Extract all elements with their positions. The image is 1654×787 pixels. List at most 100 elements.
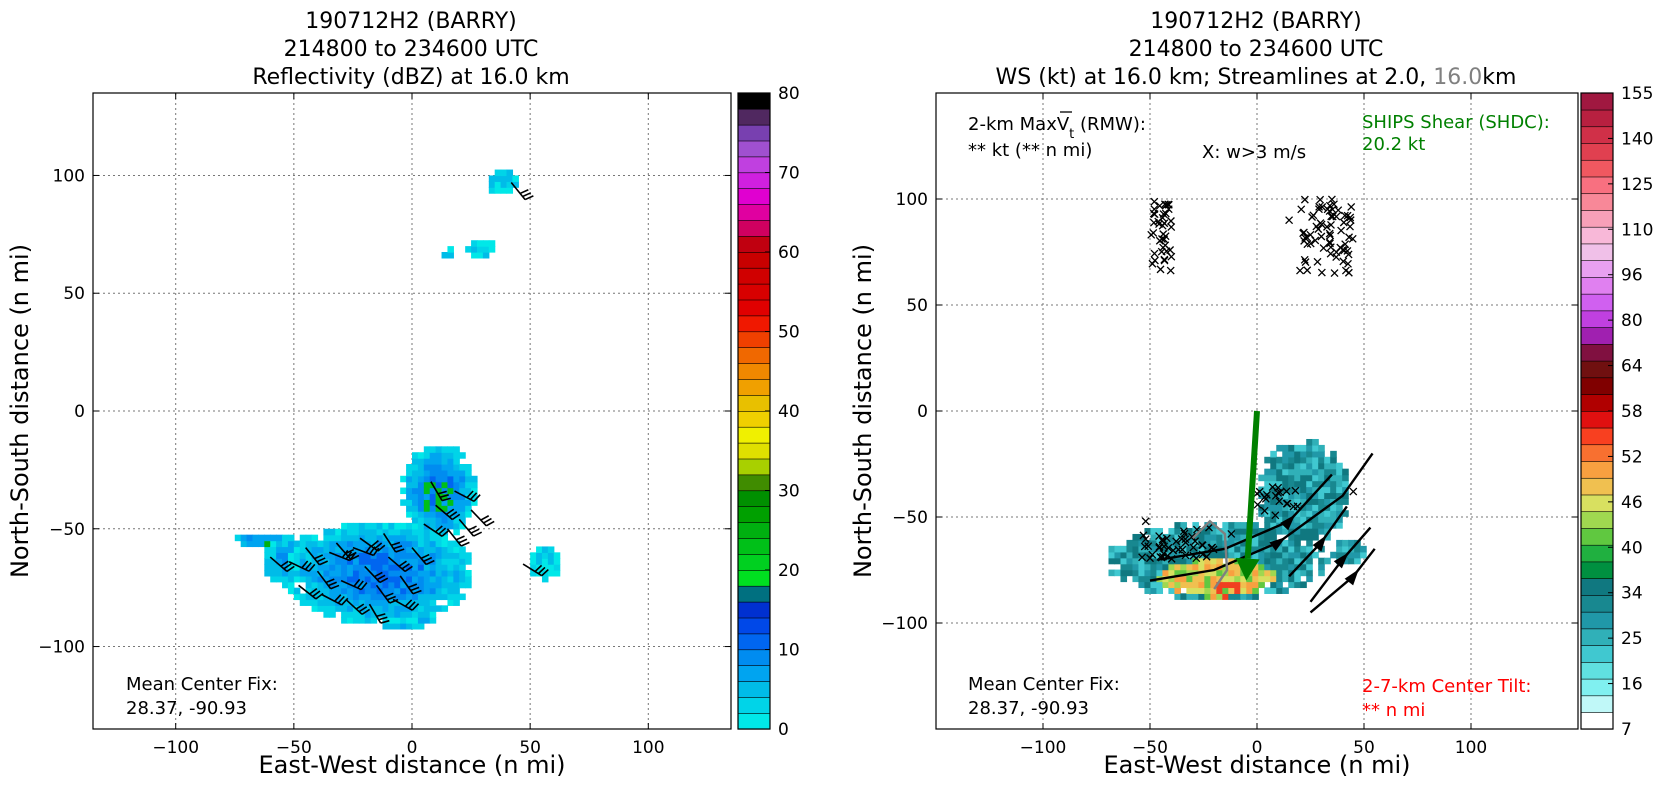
wind-speed-cell — [1318, 528, 1325, 535]
reflectivity-cell — [347, 528, 354, 536]
wind-barb-flag — [411, 603, 420, 611]
w-marker — [1339, 257, 1348, 266]
reflectivity-cell — [488, 246, 496, 253]
wind-speed-cell — [1198, 581, 1205, 589]
reflectivity-cell — [293, 575, 301, 583]
wind-speed-cell — [1318, 474, 1325, 482]
reflectivity-cell — [364, 599, 372, 606]
wind-speed-cell — [1336, 545, 1343, 553]
wind-barb-flag — [337, 595, 345, 604]
reflectivity-cell — [347, 593, 354, 601]
reflectivity-cell — [441, 534, 449, 542]
wind-barb-flag — [519, 189, 529, 195]
wind-speed-cell — [1258, 492, 1265, 499]
rmw-value: ** kt (** n mi) — [968, 140, 1092, 161]
wind-speed-cell — [1174, 569, 1181, 577]
reflectivity-cell — [323, 534, 330, 542]
reflectivity-cell — [412, 546, 419, 553]
ships-shear-label: SHIPS Shear (SHDC): — [1362, 112, 1550, 133]
wind-barb-flag — [473, 531, 483, 537]
right-colorbar-tick-label: 140 — [1621, 129, 1653, 149]
reflectivity-cell — [370, 575, 378, 583]
wind-speed-cell — [1210, 581, 1217, 589]
wind-speed-cell — [1306, 569, 1313, 577]
left-colorbar-swatch — [737, 696, 771, 714]
reflectivity-cell — [441, 469, 449, 477]
wind-barb-flag — [404, 599, 413, 607]
w-marker — [1330, 200, 1338, 209]
reflectivity-cell — [453, 522, 460, 530]
reflectivity-cell — [370, 581, 378, 589]
reflectivity-cell — [394, 623, 401, 630]
reflectivity-cell — [282, 546, 289, 553]
reflectivity-cell — [276, 540, 283, 548]
left-x-axis-label: East-West distance (n mi) — [258, 751, 565, 779]
right-colorbar-swatch — [1580, 243, 1614, 261]
wind-speed-cell — [1324, 510, 1331, 517]
left-colorbar-swatch — [737, 331, 771, 349]
wind-speed-cell — [1276, 456, 1283, 464]
reflectivity-cell — [341, 546, 348, 553]
wind-speed-cell — [1228, 528, 1235, 535]
wind-speed-cell — [1312, 480, 1319, 488]
wind-barb-flag — [448, 511, 458, 518]
reflectivity-cell — [500, 169, 508, 177]
w-marker — [1271, 511, 1280, 520]
wind-speed-cell — [1210, 593, 1217, 600]
wind-speed-cell — [1312, 551, 1319, 559]
wind-speed-cell — [1282, 516, 1289, 523]
wind-speed-cell — [1204, 528, 1211, 535]
wind-speed-cell — [1138, 551, 1146, 559]
wind-speed-cell — [1330, 468, 1337, 476]
reflectivity-cell — [465, 499, 472, 506]
reflectivity-cell — [441, 605, 449, 612]
reflectivity-cell — [347, 564, 354, 571]
wind-speed-cell — [1306, 462, 1313, 470]
reflectivity-cell — [412, 623, 419, 630]
wind-speed-cell — [1300, 528, 1307, 535]
reflectivity-cell — [323, 570, 330, 577]
reflectivity-cell — [364, 522, 372, 530]
reflectivity-cell — [423, 464, 431, 471]
reflectivity-cell — [358, 546, 366, 553]
wind-speed-cell — [1342, 474, 1349, 482]
left-colorbar-swatch — [737, 601, 771, 619]
wind-speed-cell — [1228, 551, 1235, 559]
wind-speed-cell — [1306, 456, 1313, 464]
reflectivity-cell — [329, 570, 336, 577]
wind-barb-flag — [534, 564, 543, 573]
wind-barb-flag — [437, 490, 447, 495]
w-marker — [1314, 225, 1323, 234]
wind-speed-cell — [1246, 593, 1253, 600]
wind-speed-cell — [1264, 468, 1271, 476]
wind-speed-cell — [1288, 468, 1295, 476]
reflectivity-cell — [406, 499, 413, 506]
reflectivity-cell — [417, 611, 425, 618]
right-xtick-label: −100 — [1020, 738, 1067, 758]
wind-speed-cell — [1252, 581, 1259, 589]
w-marker — [1146, 554, 1154, 563]
wind-speed-cell — [1318, 480, 1325, 488]
wind-speed-cell — [1252, 593, 1259, 600]
reflectivity-cell — [352, 593, 360, 601]
w-marker — [1141, 535, 1150, 544]
reflectivity-cell — [400, 552, 407, 559]
wind-speed-cell — [1180, 569, 1187, 577]
wind-speed-cell — [1174, 581, 1181, 589]
reflectivity-cell — [471, 252, 478, 259]
wind-speed-cell — [1252, 575, 1259, 583]
w-marker — [1167, 223, 1176, 232]
reflectivity-cell — [447, 475, 454, 483]
reflectivity-cell — [282, 534, 289, 542]
wind-speed-cell — [1270, 504, 1277, 511]
wind-speed-cell — [1336, 462, 1343, 470]
reflectivity-cell — [335, 534, 342, 542]
wind-barb-flag — [286, 565, 295, 573]
left-colorbar-swatch — [737, 569, 771, 587]
w-marker-label: X: w>3 m/s — [1202, 142, 1306, 163]
reflectivity-cell — [429, 528, 437, 536]
w-marker — [1296, 266, 1304, 275]
wind-barb-flag — [468, 525, 477, 531]
wind-speed-cell — [1108, 551, 1116, 559]
right-colorbar-tick-label: 7 — [1621, 720, 1632, 740]
